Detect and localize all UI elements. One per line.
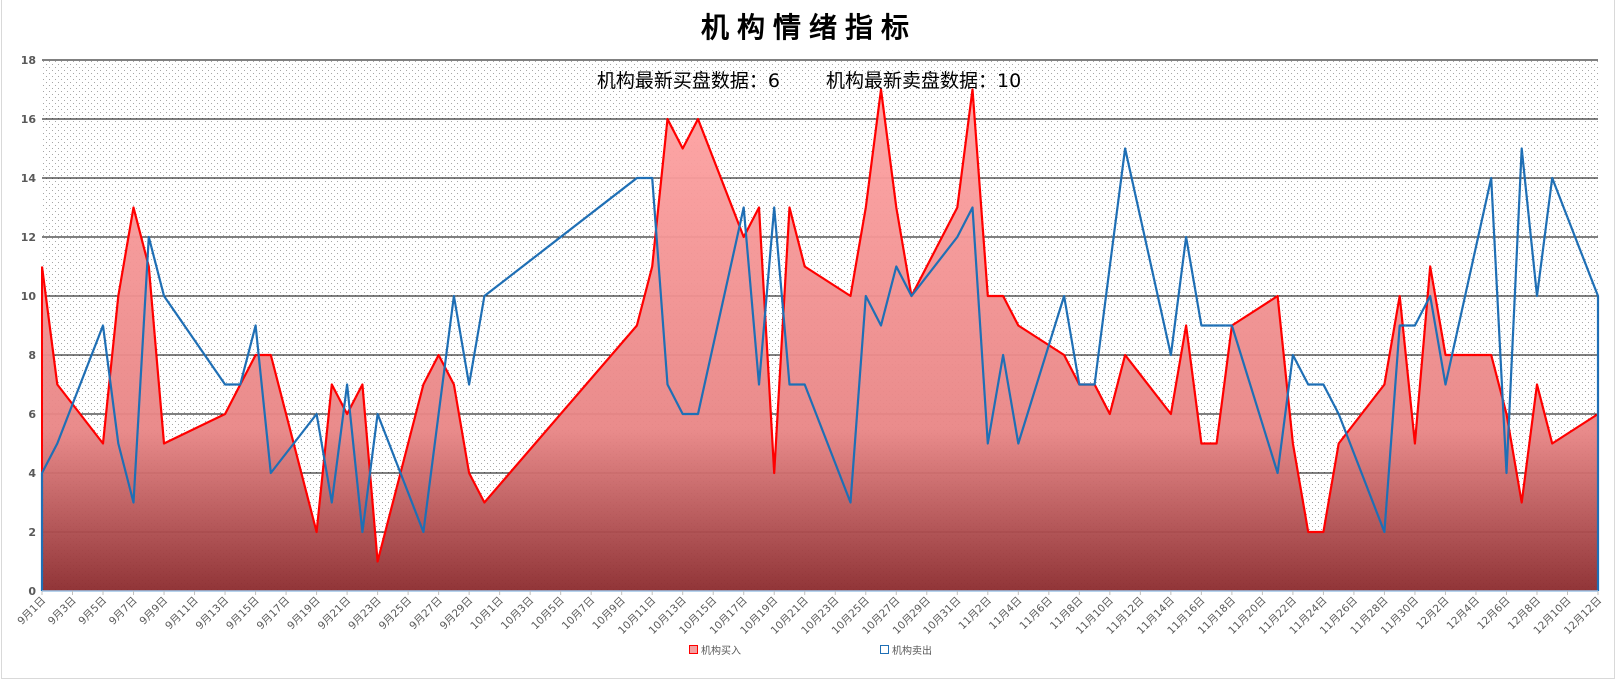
svg-text:9月23日: 9月23日	[346, 595, 384, 633]
svg-text:16: 16	[21, 113, 37, 126]
svg-text:9月15日: 9月15日	[224, 595, 262, 633]
latest-data-summary: 机构最新买盘数据：6 机构最新卖盘数据：10	[0, 66, 1618, 93]
svg-text:18: 18	[21, 54, 36, 67]
buy-line	[40, 88, 1599, 563]
chart-title: 机构情绪指标	[700, 11, 917, 44]
svg-text:9月19日: 9月19日	[285, 595, 323, 633]
svg-text:9月17日: 9月17日	[255, 595, 293, 633]
svg-text:9月29日: 9月29日	[438, 595, 476, 633]
legend-item-sell[interactable]: 机构卖出	[880, 642, 932, 657]
latest-sell: 机构最新卖盘数据：10	[825, 70, 1022, 92]
svg-text:10: 10	[21, 290, 37, 303]
svg-text:8: 8	[28, 349, 36, 362]
sell-line	[40, 147, 1600, 591]
svg-text:9月7日: 9月7日	[107, 595, 140, 628]
svg-text:9月25日: 9月25日	[377, 595, 415, 633]
svg-text:12: 12	[21, 231, 36, 244]
svg-text:9月13日: 9月13日	[194, 595, 232, 633]
svg-text:14: 14	[21, 172, 37, 185]
svg-text:12月4日: 12月4日	[1445, 595, 1483, 633]
svg-text:9月27日: 9月27日	[407, 595, 445, 633]
svg-text:9月11日: 9月11日	[163, 595, 201, 633]
y-axis-labels: 0 2 4 6 8 10 12 14 16 18	[21, 54, 37, 598]
sell-legend-marker-icon	[880, 645, 889, 654]
svg-text:9月21日: 9月21日	[316, 595, 354, 633]
svg-text:10月7日: 10月7日	[560, 595, 598, 633]
svg-text:10月5日: 10月5日	[529, 595, 567, 633]
svg-text:2: 2	[28, 526, 36, 539]
latest-buy-value: 6	[767, 70, 780, 92]
svg-text:10月3日: 10月3日	[499, 595, 537, 633]
latest-buy: 机构最新买盘数据：6	[596, 70, 780, 92]
legend-item-buy[interactable]: 机构买入	[689, 642, 741, 657]
svg-text:0: 0	[28, 585, 36, 598]
svg-text:4: 4	[28, 467, 36, 480]
latest-sell-value: 10	[996, 70, 1022, 92]
svg-text:11月4日: 11月4日	[987, 595, 1025, 633]
svg-text:9月3日: 9月3日	[46, 595, 79, 628]
svg-text:9月5日: 9月5日	[76, 595, 109, 628]
svg-text:11月6日: 11月6日	[1017, 595, 1055, 633]
svg-text:12月6日: 12月6日	[1475, 595, 1513, 633]
svg-text:9月1日: 9月1日	[15, 595, 48, 628]
svg-text:10月1日: 10月1日	[468, 595, 506, 633]
svg-text:12月2日: 12月2日	[1414, 595, 1452, 633]
svg-text:6: 6	[28, 408, 36, 421]
x-axis: 9月1日9月3日9月5日9月7日9月9日9月11日9月13日9月15日9月17日…	[15, 590, 1604, 637]
buy-legend-marker-icon	[689, 645, 698, 654]
svg-text:11月2日: 11月2日	[956, 595, 994, 633]
legend: 机构买入 机构卖出	[0, 642, 1618, 658]
